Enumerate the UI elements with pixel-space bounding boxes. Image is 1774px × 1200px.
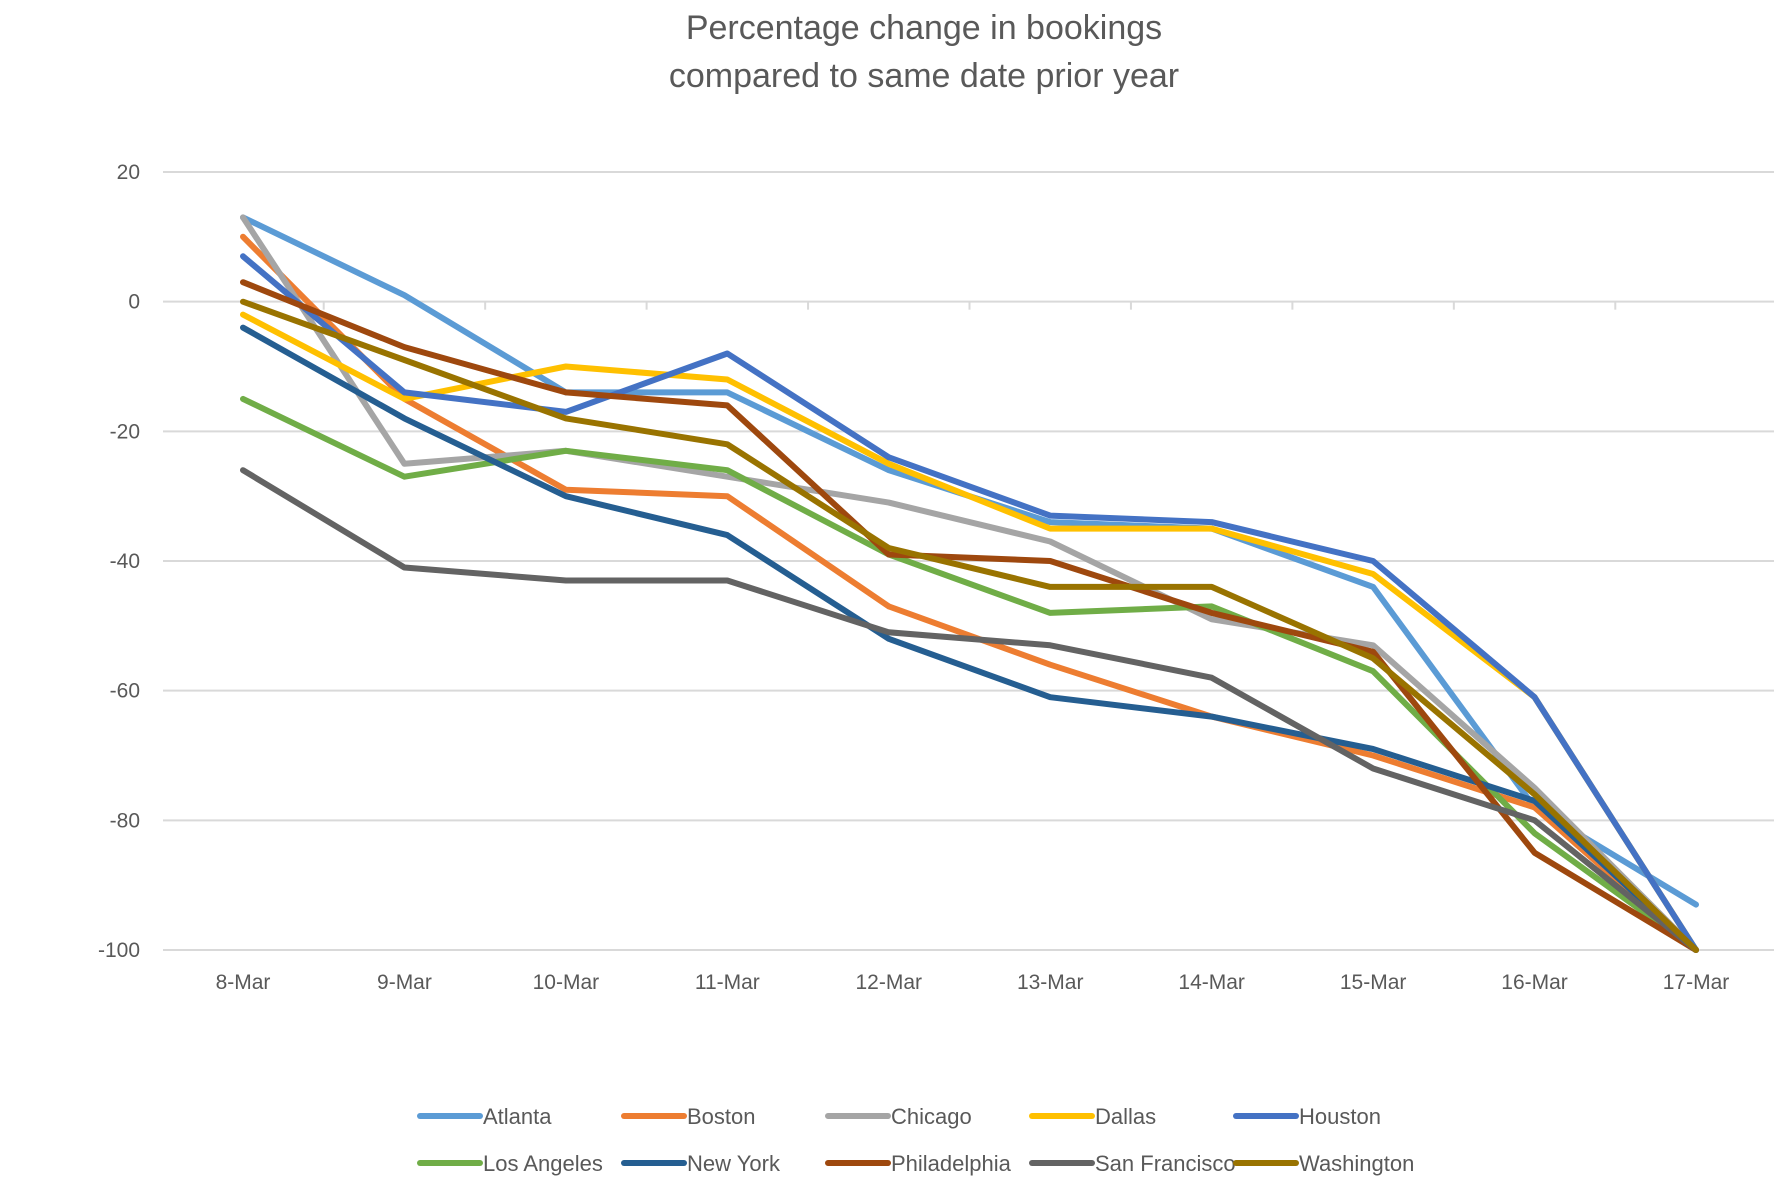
series-line-washington bbox=[240, 298, 1699, 953]
legend-label-new-york: New York bbox=[687, 1151, 781, 1176]
x-tick-label: 8-Mar bbox=[216, 971, 271, 994]
legend-label-los-angeles: Los Angeles bbox=[483, 1151, 603, 1176]
series-line-los-angeles bbox=[240, 395, 1699, 953]
series-line-boston bbox=[240, 233, 1699, 953]
x-tick-label: 10-Mar bbox=[533, 971, 600, 994]
chart-title-line-2: compared to same date prior year bbox=[669, 57, 1179, 95]
legend-label-washington: Washington bbox=[1299, 1151, 1414, 1176]
x-tick-label: 9-Mar bbox=[377, 971, 432, 994]
series-line-houston bbox=[240, 253, 1699, 953]
series-line-dallas bbox=[240, 311, 1699, 953]
chart-title-line-1: Percentage change in bookings bbox=[686, 9, 1162, 47]
legend-label-dallas: Dallas bbox=[1095, 1104, 1156, 1129]
legend-label-chicago: Chicago bbox=[891, 1104, 972, 1129]
x-tick-label: 13-Mar bbox=[1017, 971, 1084, 994]
series-lines bbox=[240, 214, 1699, 953]
y-tick-label: -20 bbox=[110, 420, 140, 443]
y-tick-label: -40 bbox=[110, 550, 140, 573]
chart-title: Percentage change in bookings compared t… bbox=[669, 9, 1179, 95]
series-line-new-york bbox=[240, 324, 1699, 953]
legend: Atlanta Boston Chicago Dallas Houston Los Ang… bbox=[417, 1104, 1414, 1176]
y-tick-label: -60 bbox=[110, 680, 140, 703]
y-tick-label: 0 bbox=[128, 291, 140, 314]
legend-label-san-francisco: San Francisco bbox=[1095, 1151, 1236, 1176]
legend-label-boston: Boston bbox=[687, 1104, 756, 1129]
y-tick-label: -80 bbox=[110, 809, 140, 832]
x-tick-label: 14-Mar bbox=[1178, 971, 1245, 994]
y-axis-tick-labels: 20 0 -20 -40 -60 -80 -100 bbox=[98, 161, 140, 962]
x-tick-label: 12-Mar bbox=[856, 971, 923, 994]
x-axis-ticks bbox=[322, 301, 1617, 310]
y-tick-label: 20 bbox=[117, 161, 140, 184]
x-tick-label: 15-Mar bbox=[1340, 971, 1407, 994]
y-tick-label: -100 bbox=[98, 939, 140, 962]
series-line-san-francisco bbox=[240, 467, 1699, 953]
x-tick-label: 16-Mar bbox=[1501, 971, 1568, 994]
legend-label-philadelphia: Philadelphia bbox=[891, 1151, 1012, 1176]
x-axis-tick-labels: 8-Mar 9-Mar 10-Mar 11-Mar 12-Mar 13-Mar 14-Mar… bbox=[216, 971, 1730, 994]
series-line-philadelphia bbox=[240, 279, 1699, 953]
legend-label-atlanta: Atlanta bbox=[483, 1104, 552, 1129]
x-tick-label: 11-Mar bbox=[695, 971, 760, 994]
legend-label-houston: Houston bbox=[1299, 1104, 1381, 1129]
x-tick-label: 17-Mar bbox=[1663, 971, 1730, 994]
